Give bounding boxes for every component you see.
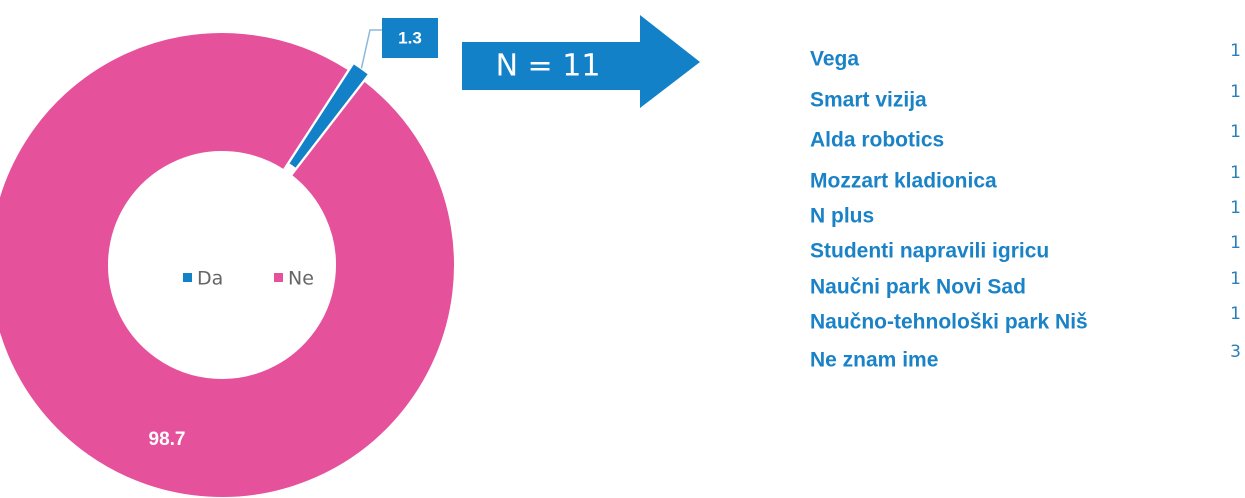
data-label: 1.3 — [398, 28, 422, 47]
legend-label: Ne — [288, 268, 314, 290]
list-count: 1 — [1230, 198, 1241, 218]
donut-slice — [0, 31, 456, 498]
list-name: Vega — [810, 48, 859, 71]
leader-line — [360, 29, 382, 69]
list-name: Naučni park Novi Sad — [810, 276, 1026, 299]
data-label-box — [382, 18, 438, 58]
arrow-label: N = 11 — [496, 49, 601, 84]
data-label: 98.7 — [149, 429, 186, 450]
legend-swatch — [183, 273, 192, 282]
list-name: Smart vizija — [810, 89, 927, 112]
list-count: 1 — [1230, 269, 1241, 289]
list-name: Mozzart kladionica — [810, 170, 997, 193]
list-count: 3 — [1230, 342, 1241, 362]
list-count: 1 — [1230, 122, 1241, 142]
list-name: N plus — [810, 205, 874, 228]
list-count: 1 — [1230, 233, 1241, 253]
arrow — [462, 15, 700, 108]
list-name: Naučno-tehnološki park Niš — [810, 311, 1088, 334]
list-name: Studenti napravili igricu — [810, 240, 1049, 263]
list-count: 1 — [1230, 82, 1241, 102]
list-name: Ne znam ime — [810, 349, 938, 372]
list-name: Alda robotics — [810, 129, 944, 152]
legend-swatch — [274, 273, 283, 282]
list-count: 1 — [1230, 304, 1241, 324]
legend-label: Da — [197, 268, 223, 290]
list-count: 1 — [1230, 41, 1241, 61]
list-count: 1 — [1230, 163, 1241, 183]
